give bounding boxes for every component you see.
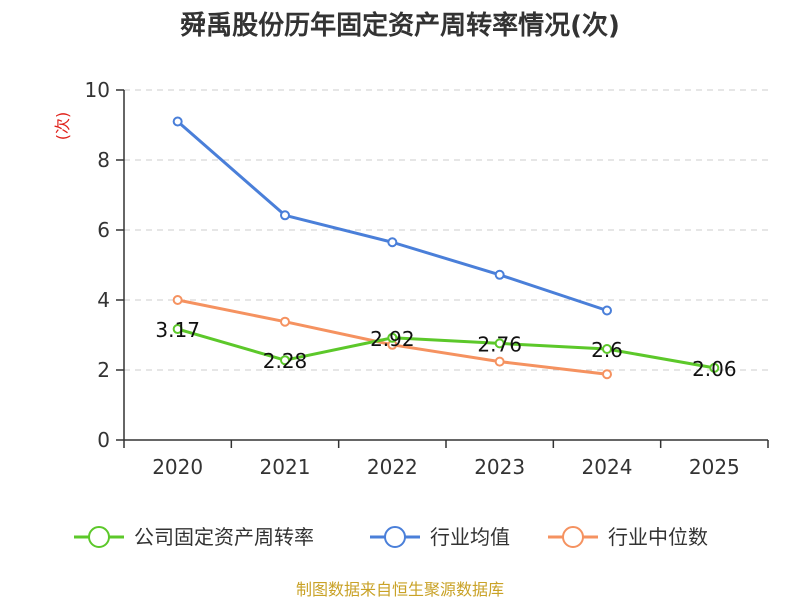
legend-swatch-marker bbox=[562, 526, 584, 548]
data-label: 3.17 bbox=[155, 318, 200, 342]
series-layer: 3.17 2.28 2.92 2.76 2.6 2.06 bbox=[155, 116, 737, 381]
x-tick-label: 2024 bbox=[582, 455, 633, 479]
legend-item-1[interactable]: 行业均值 bbox=[370, 525, 510, 549]
legend[interactable]: 公司固定资产周转率 行业均值 行业中位数 bbox=[74, 525, 708, 549]
data-point bbox=[602, 344, 612, 354]
data-point bbox=[172, 324, 183, 335]
legend-label: 行业中位数 bbox=[608, 525, 708, 549]
data-point bbox=[387, 237, 398, 248]
data-point bbox=[172, 116, 183, 127]
legend-swatch-marker bbox=[384, 526, 406, 548]
data-point bbox=[602, 369, 612, 380]
x-tick-label: 2020 bbox=[152, 455, 203, 479]
data-point bbox=[494, 269, 505, 280]
data-point bbox=[280, 355, 290, 366]
legend-swatch-marker bbox=[88, 526, 110, 548]
legend-item-2[interactable]: 行业中位数 bbox=[548, 525, 708, 549]
legend-label: 公司固定资产周转率 bbox=[134, 525, 314, 549]
x-tick-label: 2021 bbox=[260, 455, 311, 479]
data-point bbox=[494, 338, 505, 349]
y-tick-label: 0 bbox=[97, 428, 110, 452]
legend-label: 行业均值 bbox=[430, 525, 510, 549]
data-point bbox=[280, 316, 290, 327]
data-point bbox=[709, 362, 720, 373]
x-tick-label: 2022 bbox=[367, 455, 418, 479]
y-tick-label: 4 bbox=[97, 288, 110, 312]
x-tick-label: 2025 bbox=[689, 455, 740, 479]
chart-title: 舜禹股份历年固定资产周转率情况(次) bbox=[180, 10, 620, 41]
data-label: 2.6 bbox=[591, 338, 623, 362]
data-label: 2.06 bbox=[692, 357, 737, 381]
data-label: 2.76 bbox=[477, 332, 522, 356]
y-tick-label: 2 bbox=[97, 358, 110, 382]
y-tick-label: 6 bbox=[97, 218, 110, 242]
gridlines bbox=[124, 89, 768, 371]
axes: 0 2 4 6 8 10 2020 2021 2022 2023 2024 2025 bbox=[85, 78, 769, 479]
data-point bbox=[387, 332, 398, 343]
data-label: 2.92 bbox=[370, 327, 415, 351]
data-point bbox=[494, 356, 505, 367]
data-point bbox=[172, 295, 183, 305]
data-label: 2.28 bbox=[263, 349, 308, 373]
x-tick-label: 2023 bbox=[474, 455, 525, 479]
data-point bbox=[280, 210, 290, 221]
legend-item-0[interactable]: 公司固定资产周转率 bbox=[74, 525, 314, 549]
y-axis-unit: (次) bbox=[53, 112, 72, 141]
y-tick-label: 8 bbox=[97, 148, 110, 172]
series-line-0 bbox=[177, 327, 715, 370]
series-line-1 bbox=[176, 120, 608, 312]
data-point bbox=[602, 305, 612, 316]
source-note: 制图数据来自恒生聚源数据库 bbox=[296, 580, 504, 599]
y-tick-label: 10 bbox=[85, 78, 110, 102]
